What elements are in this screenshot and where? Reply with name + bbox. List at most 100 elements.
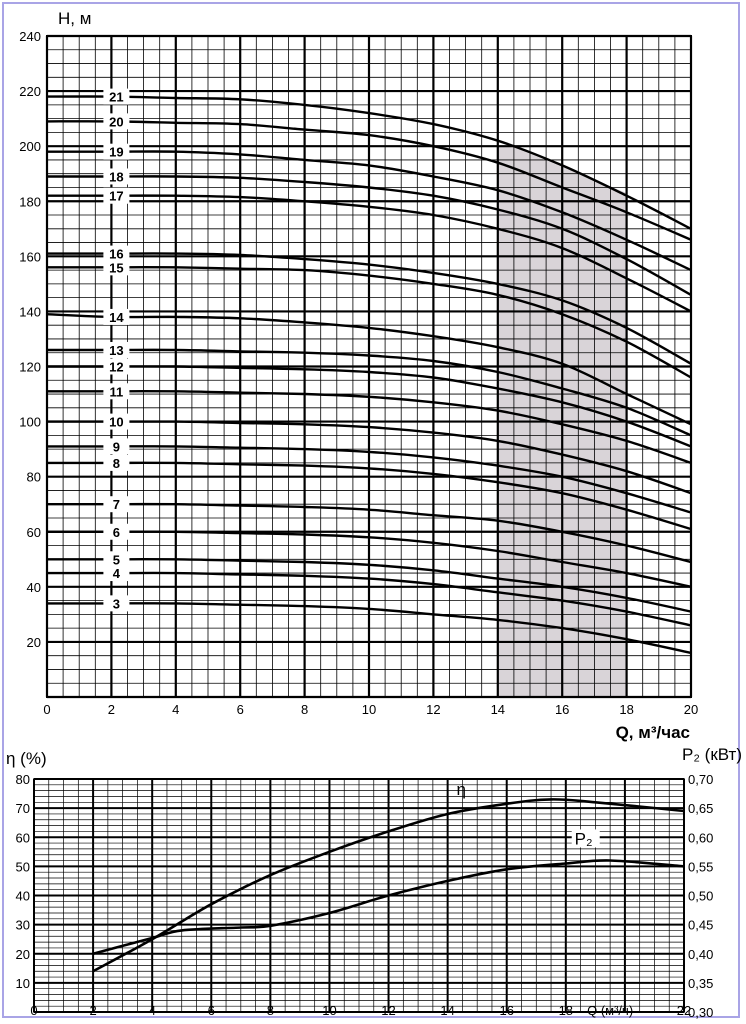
x-tick-label: 10 bbox=[322, 1003, 336, 1018]
curve-label-bg-5 bbox=[103, 551, 130, 568]
curve-11 bbox=[46, 390, 692, 465]
curve-17 bbox=[46, 194, 692, 313]
y-tick-label: 50 bbox=[16, 859, 30, 874]
y-tick-label: 240 bbox=[19, 29, 41, 44]
curve-13 bbox=[47, 348, 692, 437]
curve-15 bbox=[47, 266, 692, 379]
curve-label-bg-12 bbox=[103, 358, 130, 375]
curve-label-bg-19 bbox=[103, 143, 130, 160]
y2-tick-label: 0,65 bbox=[688, 801, 713, 816]
curve-label-bg-4 bbox=[103, 565, 130, 582]
curve-label-bg-20 bbox=[103, 113, 130, 130]
curve-7 bbox=[47, 502, 692, 564]
y2-tick-label: 0,50 bbox=[688, 889, 713, 904]
curve-label-11: 11 bbox=[110, 384, 124, 399]
y2-tick-label: 0,60 bbox=[688, 830, 713, 845]
y-tick-label: 100 bbox=[19, 415, 41, 430]
curve-label-bg-15 bbox=[103, 259, 130, 276]
curve-label-bg-16 bbox=[103, 245, 130, 262]
curve-10 bbox=[47, 420, 692, 495]
curve-21 bbox=[46, 95, 692, 230]
x-tick-label: 20 bbox=[684, 702, 698, 717]
x-tick-label: 12 bbox=[381, 1003, 395, 1018]
curve-label-3: 3 bbox=[113, 596, 120, 611]
y-tick-label: 220 bbox=[19, 84, 41, 99]
curve-label-bg-3 bbox=[103, 595, 130, 612]
curve-efficiency bbox=[92, 798, 685, 973]
y-tick-label: 20 bbox=[27, 635, 41, 650]
curve-12 bbox=[46, 365, 692, 448]
y2-axis-title: P₂ (кВт) bbox=[682, 745, 742, 764]
y-axis-title: H, м bbox=[58, 9, 91, 28]
y-tick-label: 20 bbox=[16, 947, 30, 962]
curve-label-6: 6 bbox=[113, 525, 120, 540]
curve-label-14: 14 bbox=[109, 310, 124, 325]
x-tick-label: 18 bbox=[619, 702, 633, 717]
curve-label-bg-14 bbox=[103, 308, 130, 325]
x-tick-label: 4 bbox=[172, 702, 179, 717]
curve-16 bbox=[47, 252, 692, 365]
series-label-p2-bg bbox=[571, 829, 600, 848]
curve-6 bbox=[47, 530, 692, 588]
curve-label-bg-10 bbox=[103, 413, 130, 430]
curve-5 bbox=[46, 558, 692, 613]
curve-label-bg-9 bbox=[103, 438, 130, 455]
y-tick-label: 60 bbox=[16, 830, 30, 845]
curve-label-17: 17 bbox=[109, 189, 123, 204]
y2-tick-label: 0,55 bbox=[688, 859, 713, 874]
curve-label-bg-7 bbox=[103, 496, 130, 513]
y-tick-label: 180 bbox=[19, 194, 41, 209]
curve-18 bbox=[47, 175, 692, 296]
curve-power bbox=[92, 859, 685, 956]
y-axis-title: η (%) bbox=[6, 749, 47, 768]
efficiency-power-chart: η P₂ 0 2 4 6 8 10 12 14 16 18 22 Q (м³/ч) 10 20 30 40 50 60… bbox=[6, 745, 742, 1020]
curve-label-bg-6 bbox=[103, 523, 130, 540]
x-tick-label: 8 bbox=[267, 1003, 274, 1018]
curve-label-15: 15 bbox=[109, 260, 123, 275]
x-tick-label: 10 bbox=[362, 702, 376, 717]
curve-4 bbox=[47, 571, 692, 627]
x-tick-label: 0 bbox=[30, 1003, 37, 1018]
y2-tick-label: 0,70 bbox=[688, 772, 713, 787]
curve-label-bg-13 bbox=[103, 341, 130, 358]
curve-20 bbox=[46, 120, 692, 241]
x-tick-label: 16 bbox=[499, 1003, 513, 1018]
y2-tick-label: 0,40 bbox=[688, 947, 713, 962]
curve-8 bbox=[46, 461, 692, 531]
x-tick-label: 16 bbox=[555, 702, 569, 717]
curve-label-bg-21 bbox=[103, 88, 130, 105]
curve-label-19: 19 bbox=[109, 145, 123, 160]
y-tick-label: 40 bbox=[16, 889, 30, 904]
y-tick-label: 200 bbox=[19, 139, 41, 154]
curve-label-21: 21 bbox=[109, 90, 123, 105]
x-tick-label: 0 bbox=[43, 702, 50, 717]
x-tick-label: 6 bbox=[237, 702, 244, 717]
curve-label-20: 20 bbox=[109, 114, 123, 129]
x-tick-label: 4 bbox=[149, 1003, 156, 1018]
curve-label-5: 5 bbox=[113, 552, 120, 567]
curve-label-12: 12 bbox=[109, 360, 123, 375]
y-tick-label: 140 bbox=[19, 304, 41, 319]
y-tick-label: 80 bbox=[16, 772, 30, 787]
curve-label-16: 16 bbox=[109, 247, 123, 262]
curve-3 bbox=[47, 602, 692, 655]
y-tick-label: 40 bbox=[27, 580, 41, 595]
curve-label-10: 10 bbox=[109, 415, 123, 430]
x-tick-label: 6 bbox=[208, 1003, 215, 1018]
y-tick-label: 120 bbox=[19, 360, 41, 375]
y-tick-label: 30 bbox=[16, 918, 30, 933]
curve-label-bg-11 bbox=[103, 383, 130, 400]
y-tick-label: 10 bbox=[16, 976, 30, 991]
x-axis-title: Q (м³/ч) bbox=[587, 1003, 633, 1018]
curve-label-bg-17 bbox=[103, 187, 130, 204]
x-axis-title: Q, м³/час bbox=[616, 723, 690, 742]
curve-label-4: 4 bbox=[113, 566, 121, 581]
curve-label-18: 18 bbox=[109, 169, 123, 184]
curve-9 bbox=[47, 445, 692, 514]
x-tick-label: 22 bbox=[677, 1003, 691, 1018]
curve-label-9: 9 bbox=[113, 439, 120, 454]
x-tick-label: 14 bbox=[491, 702, 505, 717]
